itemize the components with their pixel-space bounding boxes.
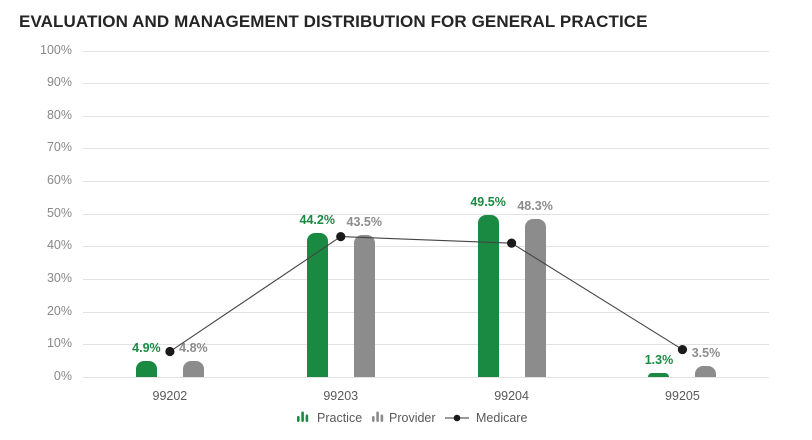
- svg-text:Practice: Practice: [317, 411, 362, 423]
- svg-text:Medicare: Medicare: [476, 411, 527, 423]
- svg-text:Provider: Provider: [389, 411, 436, 423]
